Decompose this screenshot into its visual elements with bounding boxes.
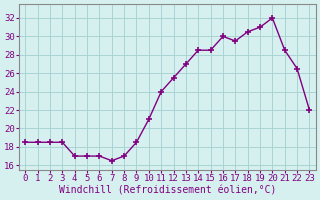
X-axis label: Windchill (Refroidissement éolien,°C): Windchill (Refroidissement éolien,°C) [59,186,276,196]
